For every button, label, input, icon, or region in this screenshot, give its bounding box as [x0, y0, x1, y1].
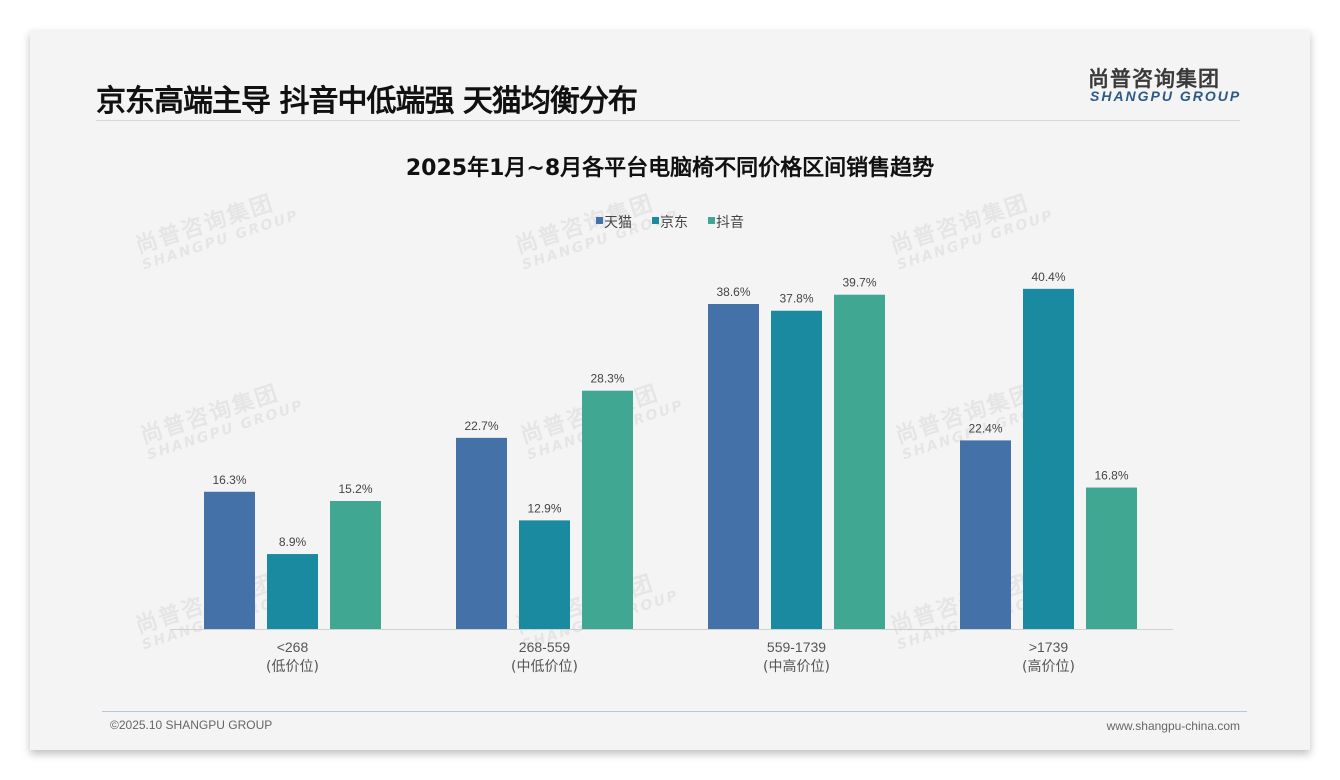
data-label: 39.7% — [842, 276, 876, 290]
legend-swatch — [652, 217, 659, 224]
bar — [582, 390, 633, 629]
data-label: 12.9% — [527, 501, 561, 515]
bar — [330, 501, 381, 629]
chart-title: 2025年1月~8月各平台电脑椅不同价格区间销售趋势 — [406, 155, 934, 181]
x-tick-sublabel: (低价位) — [266, 659, 319, 675]
bar — [834, 294, 885, 629]
data-label: 15.2% — [338, 482, 372, 496]
footer-divider — [102, 711, 1247, 712]
data-label: 40.4% — [1031, 270, 1065, 284]
bar — [771, 310, 822, 629]
x-tick-label: 268-559 — [519, 639, 571, 655]
bar — [960, 440, 1011, 629]
data-label: 8.9% — [279, 535, 307, 549]
legend-label: 天猫 — [604, 215, 632, 231]
bar — [1023, 288, 1074, 629]
bar — [519, 520, 570, 629]
data-label: 16.8% — [1094, 469, 1128, 483]
data-label: 38.6% — [716, 285, 750, 299]
data-label: 16.3% — [212, 473, 246, 487]
x-tick-label: 559-1739 — [767, 639, 826, 655]
logo-text-en: SHANGPU GROUP — [1090, 88, 1242, 104]
x-tick-sublabel: (中高价位) — [763, 658, 830, 675]
bar — [456, 437, 507, 629]
footer-website[interactable]: www.shangpu-china.com — [1106, 719, 1240, 733]
data-label: 22.7% — [464, 419, 498, 433]
title-divider — [96, 120, 1240, 121]
legend-swatch — [596, 217, 603, 224]
logo-text-cn: 尚普咨询集团 — [1088, 67, 1220, 91]
x-tick-label: >1739 — [1029, 639, 1069, 655]
bar — [708, 303, 759, 629]
legend-label: 京东 — [660, 215, 688, 231]
bar — [204, 491, 255, 629]
x-tick-sublabel: (中低价位) — [511, 659, 578, 675]
bar — [1086, 487, 1137, 629]
data-label: 37.8% — [779, 292, 813, 306]
legend-label: 抖音 — [716, 214, 744, 231]
page-title: 京东高端主导 抖音中低端强 天猫均衡分布 — [96, 84, 638, 119]
bar — [267, 554, 318, 629]
x-tick-sublabel: (高价位) — [1022, 658, 1075, 675]
footer-copyright: ©2025.10 SHANGPU GROUP — [110, 718, 273, 732]
data-label: 28.3% — [590, 372, 624, 386]
data-label: 22.4% — [968, 421, 1002, 435]
x-tick-label: <268 — [277, 639, 309, 655]
legend-swatch — [708, 217, 715, 224]
